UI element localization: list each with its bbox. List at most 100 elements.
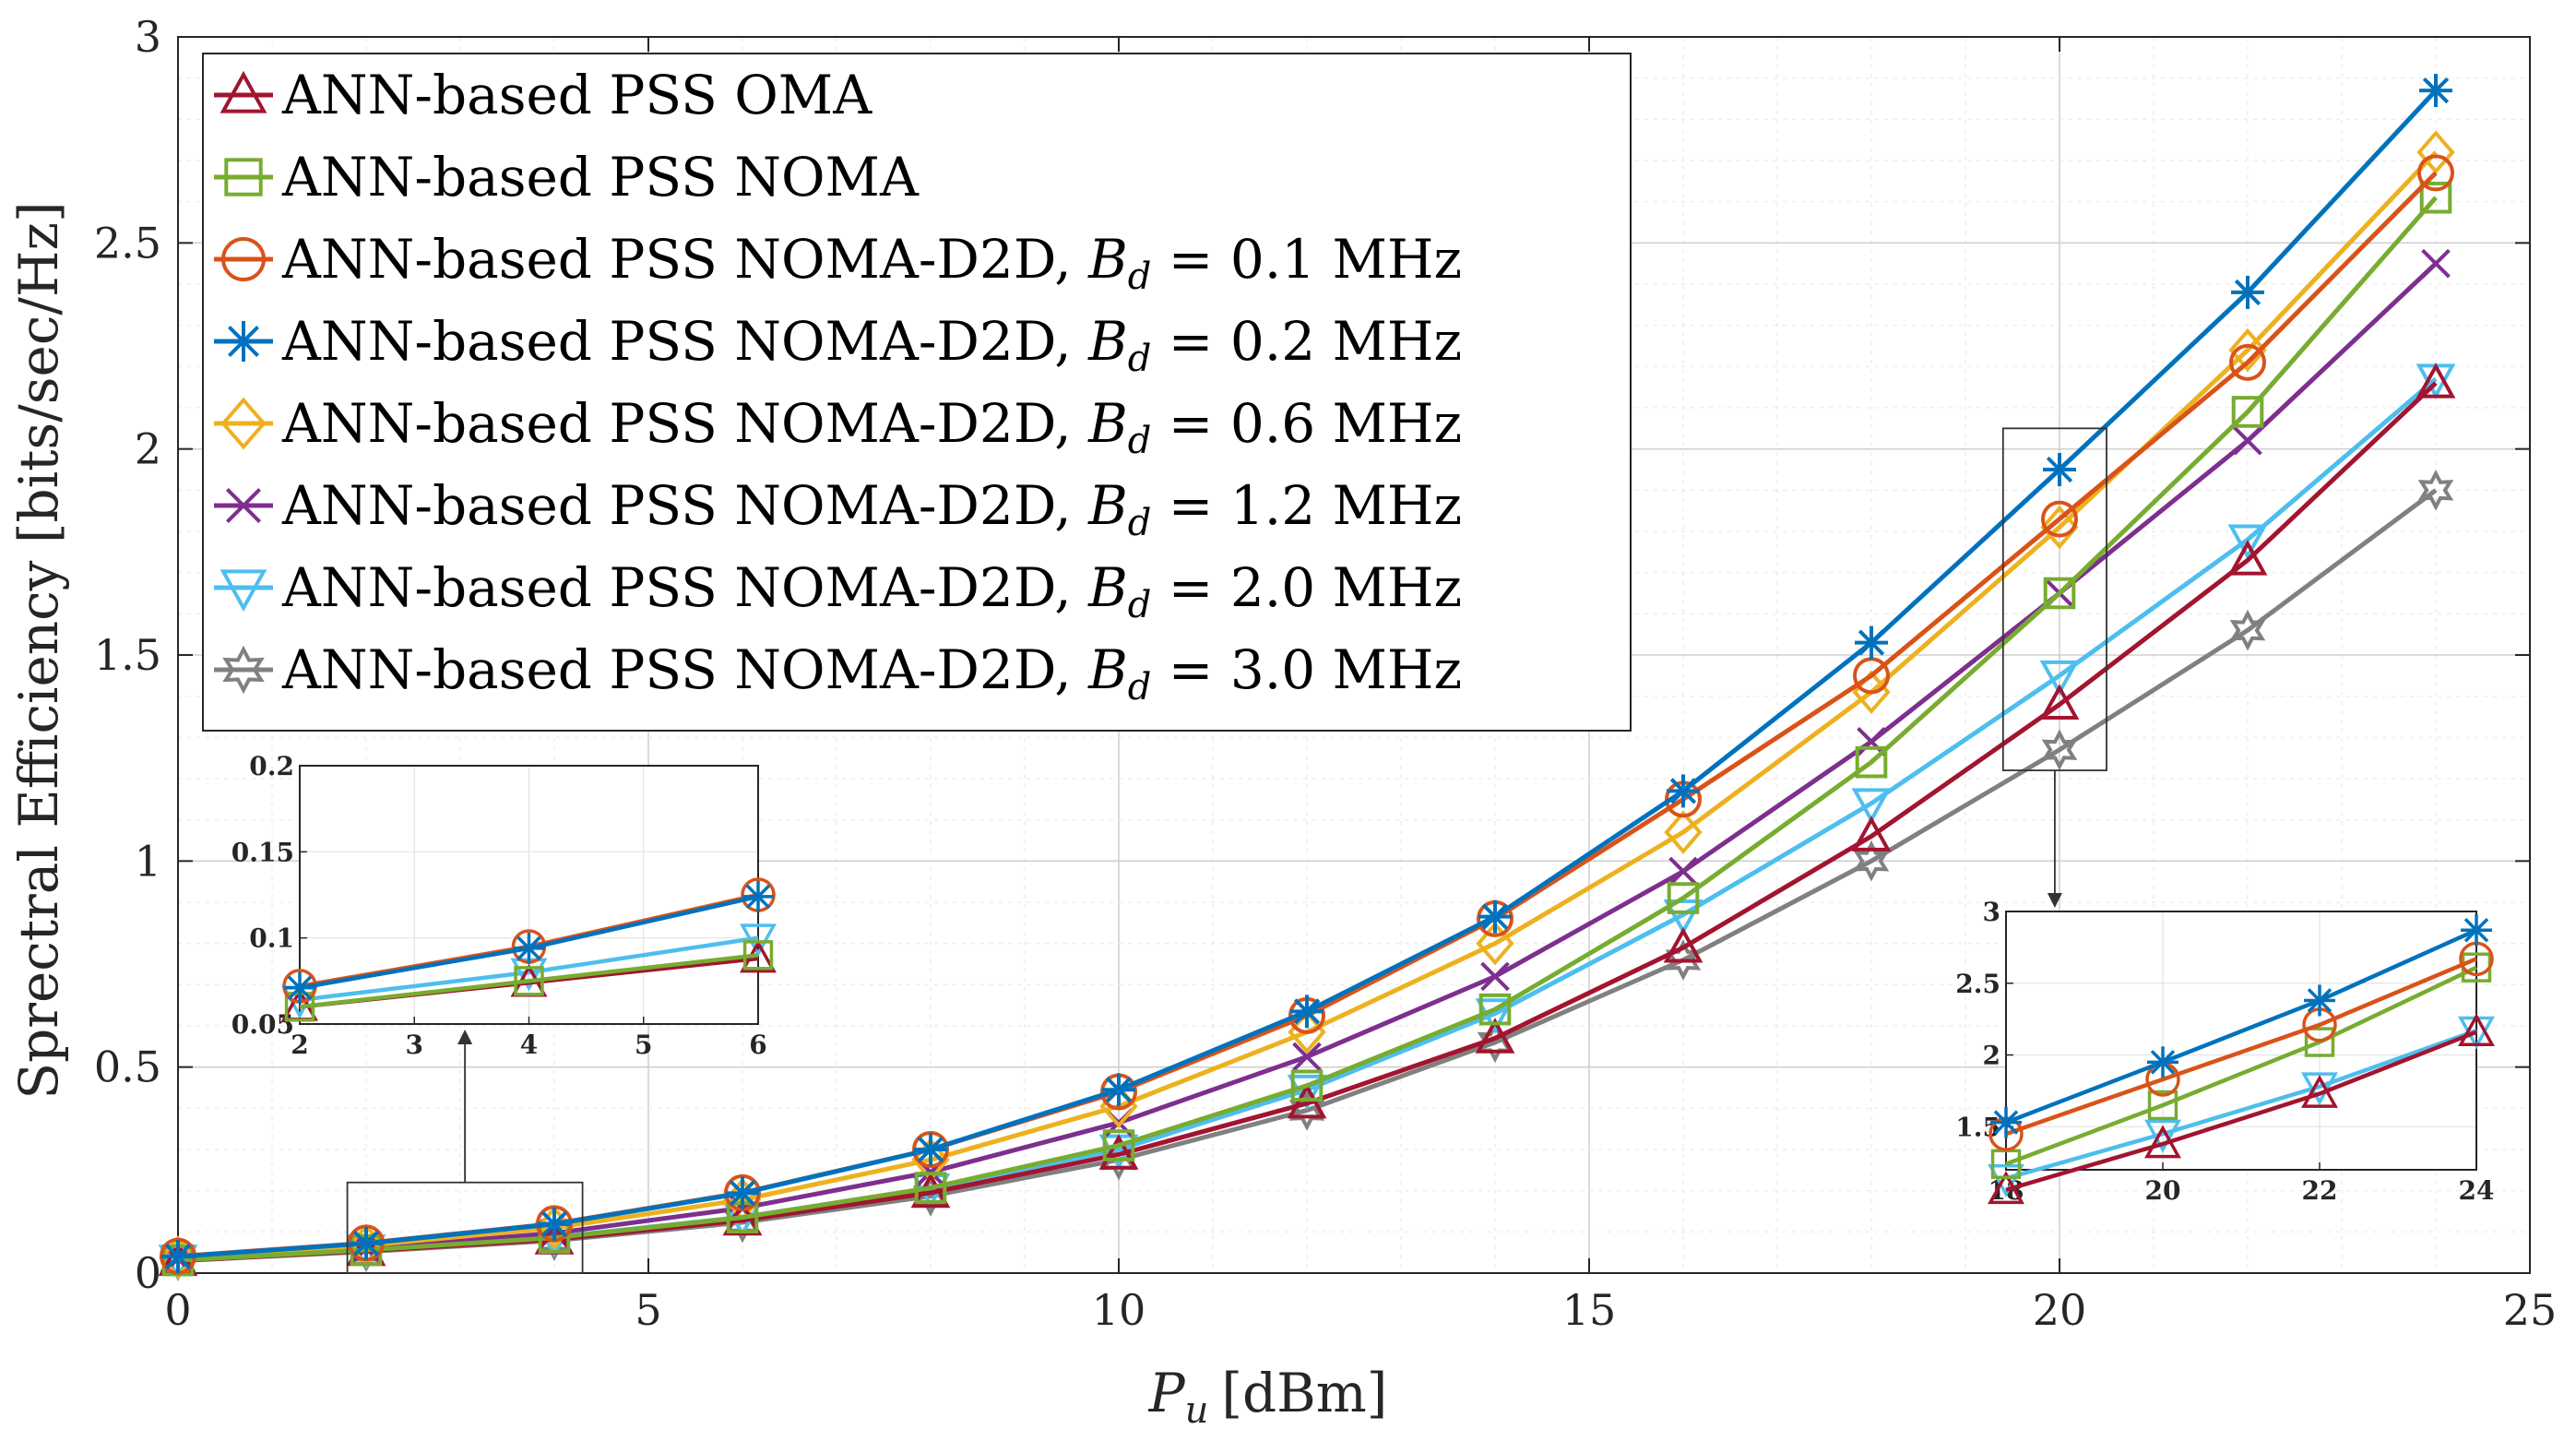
data-point bbox=[2229, 343, 2266, 381]
legend-marker bbox=[225, 487, 262, 524]
legend-marker bbox=[221, 237, 266, 281]
inset-data-point bbox=[513, 932, 545, 964]
data-point bbox=[1478, 993, 1512, 1026]
inset-data-point bbox=[2304, 984, 2335, 1017]
legend-label-text: ANN-based PSS NOMA-D2D, bbox=[281, 556, 1088, 619]
data-point bbox=[2419, 74, 2452, 108]
inset-data-point bbox=[2301, 1074, 2338, 1108]
data-point bbox=[2039, 684, 2080, 720]
inset-series-3 bbox=[284, 880, 774, 1004]
y-tick-label: 2.5 bbox=[94, 218, 161, 268]
inset-data-point bbox=[2147, 1046, 2178, 1078]
data-point bbox=[2228, 328, 2267, 373]
data-point bbox=[1664, 810, 1703, 854]
inset-y-tick-label: 2 bbox=[1983, 1041, 2000, 1071]
y-tick-label: 0.5 bbox=[94, 1042, 161, 1092]
inset-data-point bbox=[2147, 1090, 2178, 1121]
data-point bbox=[914, 1172, 947, 1204]
data-point bbox=[1475, 1018, 1515, 1054]
legend-entry: ANN-based PSS NOMA-D2D, Bd = 1.2 MHz bbox=[214, 474, 1462, 544]
legend-entry: ANN-based PSS NOMA bbox=[214, 146, 920, 208]
inset-background bbox=[2006, 911, 2476, 1170]
legend-label-var: B bbox=[1087, 310, 1128, 373]
data-point bbox=[1287, 1082, 1327, 1119]
data-point bbox=[2039, 660, 2080, 697]
data-point bbox=[1290, 1069, 1324, 1102]
legend-marker bbox=[220, 569, 267, 613]
inset-data-point bbox=[1988, 1171, 2024, 1205]
legend-entry: ANN-based PSS NOMA-D2D, Bd = 0.2 MHz bbox=[214, 310, 1462, 380]
legend-label-sub: d bbox=[1128, 584, 1152, 626]
inset-data-point bbox=[740, 923, 777, 958]
zoom-arrow-head bbox=[2047, 893, 2062, 908]
inset-series-1 bbox=[284, 940, 774, 1022]
data-point bbox=[914, 1133, 947, 1166]
legend-label-value: 0.6 bbox=[1230, 392, 1315, 455]
data-point bbox=[1667, 774, 1700, 808]
data-point bbox=[2233, 425, 2262, 456]
inset-data-point bbox=[2458, 1013, 2495, 1047]
legend-label: ANN-based PSS NOMA-D2D, Bd = 0.6 MHz bbox=[281, 392, 1462, 462]
data-point bbox=[1665, 939, 1702, 981]
y-tick-label: 3 bbox=[135, 12, 161, 62]
legend-label-unit: MHz bbox=[1315, 392, 1462, 455]
legend-label-sub: d bbox=[1128, 338, 1152, 380]
legend-label-eq: = bbox=[1151, 310, 1229, 373]
legend-label-eq: = bbox=[1151, 228, 1229, 291]
data-point bbox=[2227, 540, 2268, 576]
data-point bbox=[2231, 275, 2264, 309]
legend-label-text: ANN-based PSS NOMA-D2D, bbox=[281, 638, 1088, 701]
data-point bbox=[2231, 396, 2264, 428]
data-point bbox=[2043, 577, 2076, 610]
legend-entry: ANN-based PSS NOMA-D2D, Bd = 3.0 MHz bbox=[214, 638, 1462, 709]
data-point bbox=[161, 1240, 195, 1274]
legend-label-sub: d bbox=[1128, 420, 1152, 462]
data-point bbox=[1287, 1074, 1327, 1111]
x-axis-label-var: P bbox=[1148, 1362, 1186, 1424]
legend-label-value: 0.1 bbox=[1230, 228, 1315, 291]
inset-layer: 2 3 4 5 6 0.05 0.1 0.15 0.2 18 20 22 24 1.5 2 2.5 3 bbox=[231, 751, 2495, 1206]
legend-label: ANN-based PSS NOMA-D2D, Bd = 1.2 MHz bbox=[281, 474, 1462, 544]
inset-y-tick-label: 3 bbox=[1983, 897, 2000, 927]
data-point bbox=[1102, 1073, 1135, 1107]
legend-label: ANN-based PSS OMA bbox=[281, 64, 873, 126]
legend-label-unit: MHz bbox=[1315, 474, 1462, 537]
inset-series-0 bbox=[1988, 1013, 2495, 1205]
inset-series-line bbox=[2005, 957, 2477, 1137]
data-point bbox=[2421, 248, 2451, 279]
legend-label-unit: MHz bbox=[1315, 310, 1462, 373]
legend-label-sub: d bbox=[1128, 666, 1152, 709]
inset-data-point bbox=[284, 971, 315, 1004]
inset-series-line bbox=[2005, 1028, 2477, 1181]
inset-data-point bbox=[1988, 1163, 2024, 1197]
inset-data-point bbox=[2144, 1119, 2181, 1153]
data-point bbox=[1853, 840, 1890, 882]
inset-series-3 bbox=[1990, 914, 2492, 1138]
y-tick-label: 2 bbox=[135, 424, 161, 474]
legend-label-eq: = bbox=[1151, 474, 1229, 537]
inset-x-tick-label: 20 bbox=[2145, 1175, 2181, 1206]
inset-x-tick-label: 18 bbox=[1988, 1175, 2024, 1206]
legend-marker bbox=[223, 321, 264, 362]
legend-label-unit: MHz bbox=[1315, 638, 1462, 701]
legend-entry: ANN-based PSS OMA bbox=[214, 64, 873, 126]
zoom-layer bbox=[346, 427, 2107, 1274]
x-tick-label: 0 bbox=[164, 1285, 191, 1335]
data-point bbox=[2417, 470, 2454, 511]
legend-marker bbox=[220, 70, 267, 113]
legend-entry: ANN-based PSS NOMA-D2D, Bd = 0.1 MHz bbox=[214, 228, 1462, 298]
legend-label-text: ANN-based PSS NOMA-D2D, bbox=[281, 310, 1088, 373]
inset-y-tick-label: 1.5 bbox=[1955, 1112, 2000, 1142]
x-tick-label: 20 bbox=[2033, 1285, 2087, 1335]
data-point bbox=[1668, 856, 1698, 887]
legend-label-text: ANN-based PSS NOMA bbox=[281, 146, 920, 208]
inset-data-point bbox=[2144, 1125, 2181, 1159]
data-point bbox=[1663, 899, 1703, 935]
data-point bbox=[1477, 1021, 1514, 1064]
data-point bbox=[1098, 1134, 1139, 1170]
data-point bbox=[2043, 453, 2076, 486]
inset-x-tick-label: 4 bbox=[520, 1030, 538, 1060]
data-point bbox=[1290, 994, 1324, 1029]
